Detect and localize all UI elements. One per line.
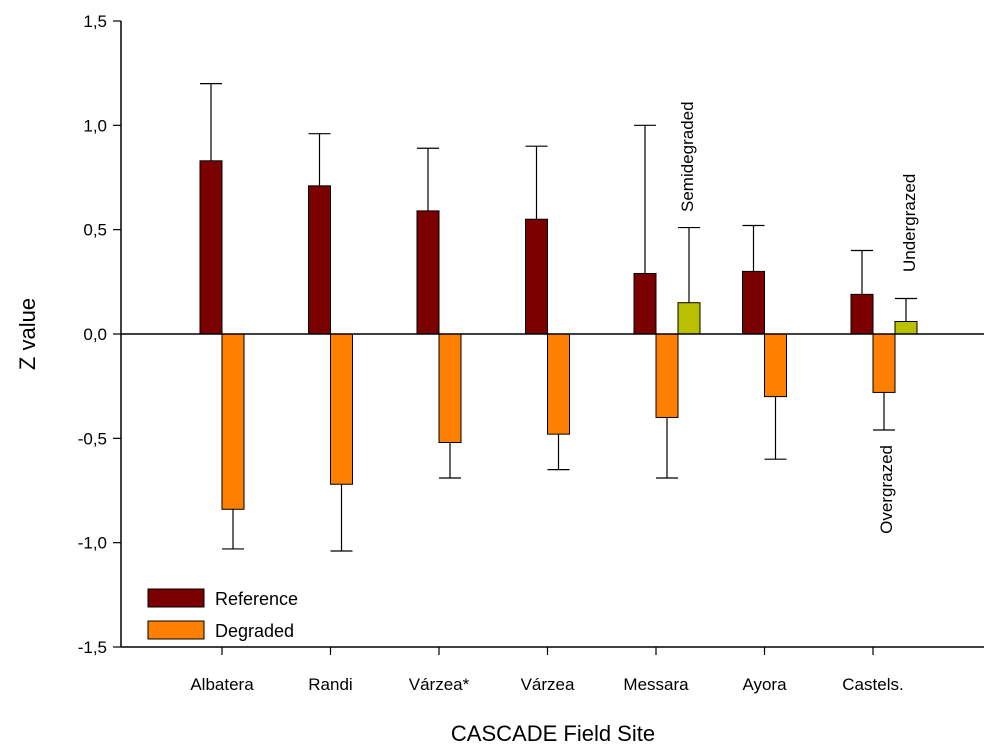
legend-swatch-reference	[147, 588, 205, 608]
reference-albatera-bar	[199, 160, 223, 335]
x-tick-label: Albatera	[190, 675, 254, 694]
y-tick-label: 0,0	[83, 325, 107, 344]
undergrazed-castels-bar	[894, 320, 918, 335]
legend-label-reference: Reference	[215, 589, 298, 609]
degraded-randi-bar	[330, 333, 353, 485]
y-tick-label: -1,0	[78, 534, 107, 553]
x-axis-title: CASCADE Field Site	[451, 721, 655, 746]
annotation-semidegraded: Semidegraded	[678, 101, 697, 212]
annotation-undergrazed: Undergrazed	[900, 174, 919, 272]
y-tick-label: 1,5	[83, 12, 107, 31]
degraded-v-rzea-bar	[438, 333, 462, 444]
legend-swatch-degraded	[147, 620, 205, 640]
degraded-ayora-bar	[764, 333, 787, 398]
x-tick-label: Messara	[623, 675, 689, 694]
x-tick-label: Várzea	[521, 675, 575, 694]
degraded-castels-bar	[872, 333, 896, 393]
x-tick-label: Randi	[308, 675, 352, 694]
legend: Reference Degraded	[147, 588, 298, 641]
x-tick-label: Castels.	[842, 675, 903, 694]
reference-randi-bar	[308, 185, 331, 335]
y-tick-label: -1,5	[78, 638, 107, 657]
y-tick-label: 0,5	[83, 221, 107, 240]
x-tick-label: Várzea*	[409, 675, 470, 694]
annotation-overgrazed: Overgrazed	[877, 445, 896, 534]
reference-castels-bar	[850, 293, 874, 335]
reference-v-rzea-bar	[525, 218, 548, 335]
semidegraded-messara-bar	[677, 302, 701, 335]
y-tick-label: 1,0	[83, 116, 107, 135]
y-axis-title: Z value	[15, 298, 40, 370]
degraded-messara-bar	[655, 333, 679, 418]
legend-label-degraded: Degraded	[215, 621, 294, 641]
y-tick-label: -0,5	[78, 429, 107, 448]
reference-messara-bar	[633, 272, 657, 335]
reference-ayora-bar	[742, 270, 765, 335]
x-tick-label: Ayora	[742, 675, 787, 694]
reference-v-rzea-bar	[416, 210, 440, 335]
degraded-albatera-bar	[221, 333, 245, 510]
degraded-v-rzea-bar	[547, 333, 570, 435]
